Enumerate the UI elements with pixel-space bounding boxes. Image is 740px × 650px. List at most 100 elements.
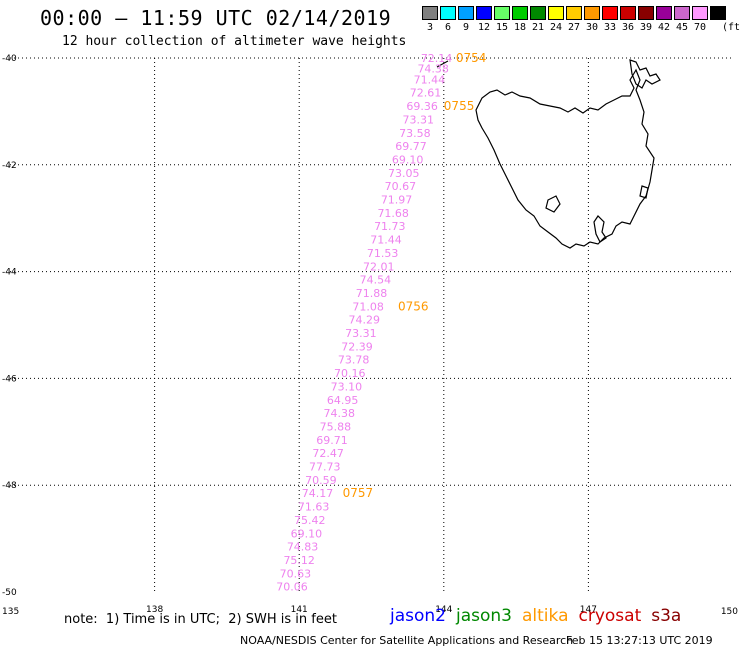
swh-label: 71.73 [374, 220, 406, 233]
colorbar-label: 36 [621, 22, 635, 33]
tasmania-outline [475, 68, 655, 249]
credit-text: NOAA/NESDIS Center for Satellite Applica… [240, 634, 574, 647]
swh-label: 73.10 [331, 380, 363, 393]
track-direction-arrow [436, 60, 449, 68]
swh-label: 72.39 [341, 340, 373, 353]
swh-label: 69.10 [291, 527, 323, 540]
swh-label: 75.12 [283, 554, 315, 567]
swh-label: 74.38 [417, 63, 449, 76]
swh-label: 64.95 [327, 394, 359, 407]
lat-tick-label: -50 [2, 588, 17, 598]
swh-label: 70.06 [276, 581, 308, 594]
colorbar-swatch [548, 6, 564, 20]
colorbar-label: 42 [657, 22, 671, 33]
swh-label: 70.16 [334, 367, 366, 380]
swh-label: 73.78 [338, 354, 370, 367]
colorbar-swatch [566, 6, 582, 20]
swh-label: 72.61 [410, 87, 442, 100]
colorbar-swatch [674, 6, 690, 20]
colorbar-label: 27 [567, 22, 581, 33]
graticule [10, 57, 733, 592]
swh-label: 74.54 [360, 274, 392, 287]
swh-label: 73.05 [388, 167, 420, 180]
lat-tick-label: -48 [2, 481, 17, 491]
page-subtitle: 12 hour collection of altimeter wave hei… [62, 34, 407, 49]
maria-island-outline [639, 185, 649, 199]
colorbar-label: 70 [693, 22, 707, 33]
colorbar-label: 30 [585, 22, 599, 33]
swh-label: 73.31 [403, 113, 435, 126]
lon-tick-label: 144 [435, 605, 452, 615]
time-mark-label: 0754 [456, 51, 487, 65]
colorbar-swatch [656, 6, 672, 20]
colorbar-swatch [440, 6, 456, 20]
colorbar-swatch [422, 6, 438, 20]
mission-legend-item: s3a [651, 606, 682, 626]
swh-label: 70.63 [280, 567, 312, 580]
flinders-island-outline [629, 59, 661, 89]
swh-label: 73.58 [399, 127, 431, 140]
lat-tick-label: -46 [2, 374, 17, 384]
swh-label: 72.14 [421, 52, 453, 65]
mission-legend-item: cryosat [578, 606, 642, 626]
swh-label: 69.71 [316, 434, 348, 447]
swh-label: 74.17 [302, 487, 334, 500]
colorbar-label: 45 [675, 22, 689, 33]
colorbar-label: 12 [477, 22, 491, 33]
colorbar-label: 6 [444, 22, 452, 33]
colorbar-swatch [620, 6, 636, 20]
colorbar-label: 33 [603, 22, 617, 33]
swh-label: 75.88 [320, 420, 352, 433]
colorbar-swatch [602, 6, 618, 20]
colorbar-swatch [530, 6, 546, 20]
bruny-island-outline [593, 215, 607, 243]
colorbar-label: 3 [426, 22, 434, 33]
swh-label: 69.36 [406, 100, 438, 113]
swh-label: 75.42 [294, 514, 326, 527]
axis-ticks: -40 -42 -44 -46 -48 -50 135 138 141 144 147 150 [2, 54, 738, 617]
lon-tick-label: 150 [721, 607, 738, 617]
lat-tick-label: -42 [2, 161, 17, 171]
mission-legend: jason2 jason3 altika cryosat s3a [390, 606, 691, 626]
time-marks: 0754 0755 0756 0757 [343, 51, 487, 500]
swh-label: 71.08 [352, 300, 384, 313]
colorbar-label: 9 [462, 22, 470, 33]
swh-label: 71.97 [381, 194, 413, 207]
colorbar-swatch [458, 6, 474, 20]
colorbar-label: 39 [639, 22, 653, 33]
swh-label: 71.68 [377, 207, 409, 220]
lat-tick-label: -40 [2, 54, 17, 64]
lon-tick-label: 138 [146, 605, 163, 615]
lon-tick-label: 147 [580, 605, 597, 615]
swh-label: 71.44 [414, 73, 446, 86]
swh-label: 69.77 [395, 140, 427, 153]
swh-label: 71.44 [370, 234, 402, 247]
time-mark-label: 0755 [444, 99, 475, 113]
swh-label: 74.38 [323, 407, 355, 420]
swh-label: 71.53 [367, 247, 399, 260]
time-mark-label: 0756 [398, 299, 429, 313]
colorbar-label: 21 [531, 22, 545, 33]
colorbar-swatch [638, 6, 654, 20]
colorbar-swatch [512, 6, 528, 20]
swh-label: 73.31 [345, 327, 377, 340]
colorbar-label: 15 [495, 22, 509, 33]
lon-tick-label: 141 [291, 605, 308, 615]
lat-tick-label: -44 [2, 268, 17, 278]
swh-label: 69.10 [392, 153, 424, 166]
mission-legend-item: altika [522, 606, 569, 626]
colorbar-label: 18 [513, 22, 527, 33]
swh-label: 71.63 [298, 501, 330, 514]
swh-label: 74.83 [287, 541, 319, 554]
lon-tick-label: 135 [2, 607, 19, 617]
tasmania-coastline [475, 59, 661, 249]
swh-label: 70.67 [385, 180, 417, 193]
swh-label: 71.88 [356, 287, 388, 300]
note-text: note: 1) Time is in UTC; 2) SWH is in fe… [64, 612, 337, 627]
colorbar-swatch [476, 6, 492, 20]
swh-observations: 72.1474.3871.4472.6169.3673.3173.5869.77… [276, 52, 452, 594]
mission-legend-item: jason2 [390, 606, 446, 626]
maatsuyker-island-outline [545, 195, 561, 213]
time-mark-label: 0757 [343, 486, 374, 500]
colorbar-swatch [710, 6, 726, 20]
